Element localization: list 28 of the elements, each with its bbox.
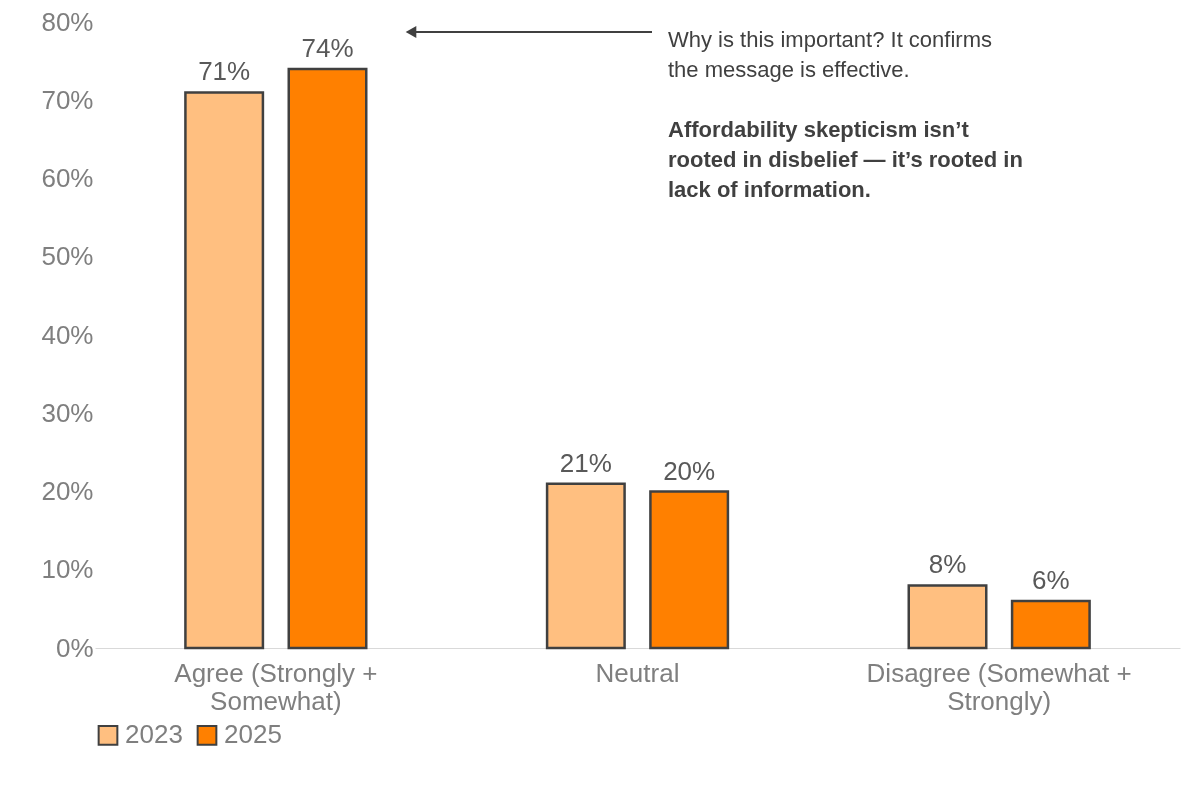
text: 21% [559, 447, 612, 478]
y-tick-label: 60% [41, 163, 94, 193]
bar [545, 482, 626, 650]
x-tick-label: Neutral [595, 657, 680, 688]
legend-label: 2023 [125, 719, 183, 750]
text: 74% [301, 32, 354, 63]
bar [1010, 599, 1091, 650]
y-tick-label: 0% [55, 632, 94, 663]
y-tick-label: 70% [41, 84, 94, 115]
text: 20% [663, 455, 716, 486]
text: 8% [928, 549, 967, 580]
bar [649, 490, 730, 650]
y-tick-label: 20% [41, 476, 94, 506]
text: 71% [198, 56, 251, 87]
x-tick-label: Agree (Strongly + Somewhat) [174, 657, 378, 716]
bar [184, 91, 265, 650]
bar [287, 67, 368, 650]
y-tick-label: 40% [41, 319, 94, 350]
y-tick-label: 30% [41, 397, 94, 428]
bar [907, 584, 988, 650]
legend-label: 2025 [224, 719, 282, 750]
text: 6% [1032, 565, 1070, 596]
y-tick-label: 80% [41, 6, 94, 37]
annotation: Why is this important? It confirms the message is effective. [668, 27, 992, 82]
y-tick-label: 50% [41, 241, 94, 272]
annotation: Affordability skepticism isn’t rooted in disbelief — it’s rooted in lack of information. [668, 117, 1023, 202]
y-tick-label: 10% [41, 554, 94, 585]
x-tick-label: Disagree (Somewhat + Strongly) [866, 657, 1132, 716]
